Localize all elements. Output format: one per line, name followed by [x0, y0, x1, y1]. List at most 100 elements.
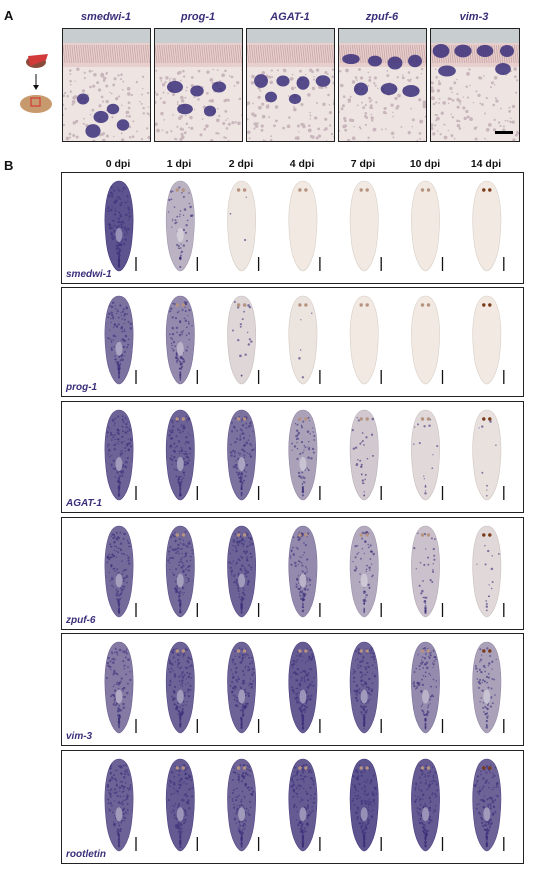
tissue-texture — [179, 137, 183, 141]
tissue-texture — [431, 80, 433, 85]
stain-speckle — [114, 788, 117, 791]
stain-speckle — [127, 206, 130, 209]
stain-speckle — [351, 799, 354, 802]
stain-speckle — [415, 568, 417, 570]
stain-speckle — [301, 709, 304, 712]
stain-speckle — [185, 334, 188, 336]
stain-speckle — [172, 699, 175, 702]
stain-speckle — [112, 821, 115, 823]
tissue-texture — [145, 127, 149, 130]
stain-speckle — [425, 661, 429, 664]
stain-speckle — [485, 824, 488, 827]
stain-speckle — [484, 563, 487, 566]
stain-speckle — [231, 681, 234, 684]
stain-speckle — [187, 776, 190, 779]
stain-speckle — [298, 475, 301, 478]
tissue-texture — [170, 77, 172, 79]
tissue-texture — [185, 89, 188, 92]
tissue-texture — [269, 140, 273, 141]
stain-speckle — [177, 663, 179, 666]
pharynx — [115, 457, 123, 471]
stain-speckle — [170, 793, 173, 796]
stain-speckle — [356, 818, 359, 820]
stain-speckle — [298, 654, 301, 658]
stain-speckle — [107, 799, 110, 801]
tissue-texture — [127, 101, 131, 105]
stain-speckle — [374, 661, 376, 663]
stain-speckle — [290, 549, 293, 552]
stain-speckle — [429, 703, 431, 705]
stain-speckle — [120, 201, 123, 204]
stain-speckle — [421, 703, 424, 705]
stain-speckle — [109, 226, 113, 230]
tissue-texture — [418, 131, 422, 135]
stain-speckle — [126, 802, 129, 806]
stain-speckle — [413, 684, 416, 688]
stain-speckle — [297, 824, 300, 827]
stain-speckle — [363, 608, 366, 611]
stain-speckle — [185, 783, 188, 785]
stain-speckle — [424, 722, 427, 725]
tissue-texture — [326, 73, 329, 76]
stain-speckle — [363, 841, 365, 843]
tissue-texture — [411, 125, 414, 128]
stain-speckle — [114, 541, 116, 543]
stain-speckle — [119, 710, 121, 713]
epidermis-stripe — [513, 44, 517, 64]
stain-speckle — [360, 771, 363, 773]
epidermis-stripe — [102, 44, 106, 64]
stain-speckle — [116, 428, 120, 432]
stain-speckle — [233, 803, 235, 806]
stain-speckle — [356, 658, 359, 660]
pharynx — [238, 457, 246, 471]
stain-speckle — [120, 225, 124, 229]
tissue-texture — [184, 114, 187, 117]
dpi-label-1: 1 dpi — [166, 158, 192, 170]
stain-speckle — [229, 212, 232, 215]
tissue-texture — [141, 93, 144, 96]
stain-speckle — [185, 419, 188, 421]
stain-speckle — [482, 785, 485, 788]
tissue-texture — [487, 122, 492, 127]
stain-speckle — [307, 588, 309, 591]
stain-speckle — [300, 705, 302, 708]
epidermis-stripe — [248, 44, 252, 64]
stain-speckle — [179, 603, 182, 606]
tissue-texture — [340, 107, 344, 111]
stain-speckle — [300, 424, 303, 427]
stain-speckle — [236, 805, 239, 807]
stain-speckle — [238, 476, 240, 479]
stain-speckle — [427, 788, 429, 790]
stain-speckle — [302, 670, 305, 673]
stain-speckle — [310, 658, 313, 661]
tissue-texture — [269, 80, 273, 85]
eye-spot — [426, 649, 431, 653]
stain-speckle — [240, 648, 244, 651]
tissue-texture — [140, 137, 144, 141]
stain-speckle — [353, 676, 356, 679]
tissue-texture — [210, 139, 214, 141]
epidermis-stripe — [140, 44, 144, 64]
worm-body — [104, 525, 134, 618]
epidermis-stripe — [251, 44, 254, 64]
tissue-texture — [273, 124, 276, 128]
tissue-texture — [174, 137, 177, 141]
stain-speckle — [122, 242, 126, 246]
tissue-texture — [447, 102, 450, 105]
stain-speckle — [108, 571, 110, 574]
stain-speckle — [177, 675, 180, 677]
stain-speckle — [176, 807, 179, 809]
stain-speckle — [298, 357, 301, 360]
tissue-texture — [69, 79, 72, 83]
stain-speckle — [485, 494, 488, 497]
stain-speckle — [372, 794, 375, 797]
stain-speckle — [299, 671, 302, 674]
stain-speckle — [422, 772, 424, 774]
epidermis-stripe — [262, 44, 265, 64]
epidermis-stripe — [179, 44, 182, 64]
tissue-texture — [371, 107, 374, 110]
tissue-texture — [436, 89, 441, 93]
stain-speckle — [305, 703, 308, 705]
epidermis-stripe — [221, 44, 225, 64]
stain-speckle — [424, 609, 427, 612]
